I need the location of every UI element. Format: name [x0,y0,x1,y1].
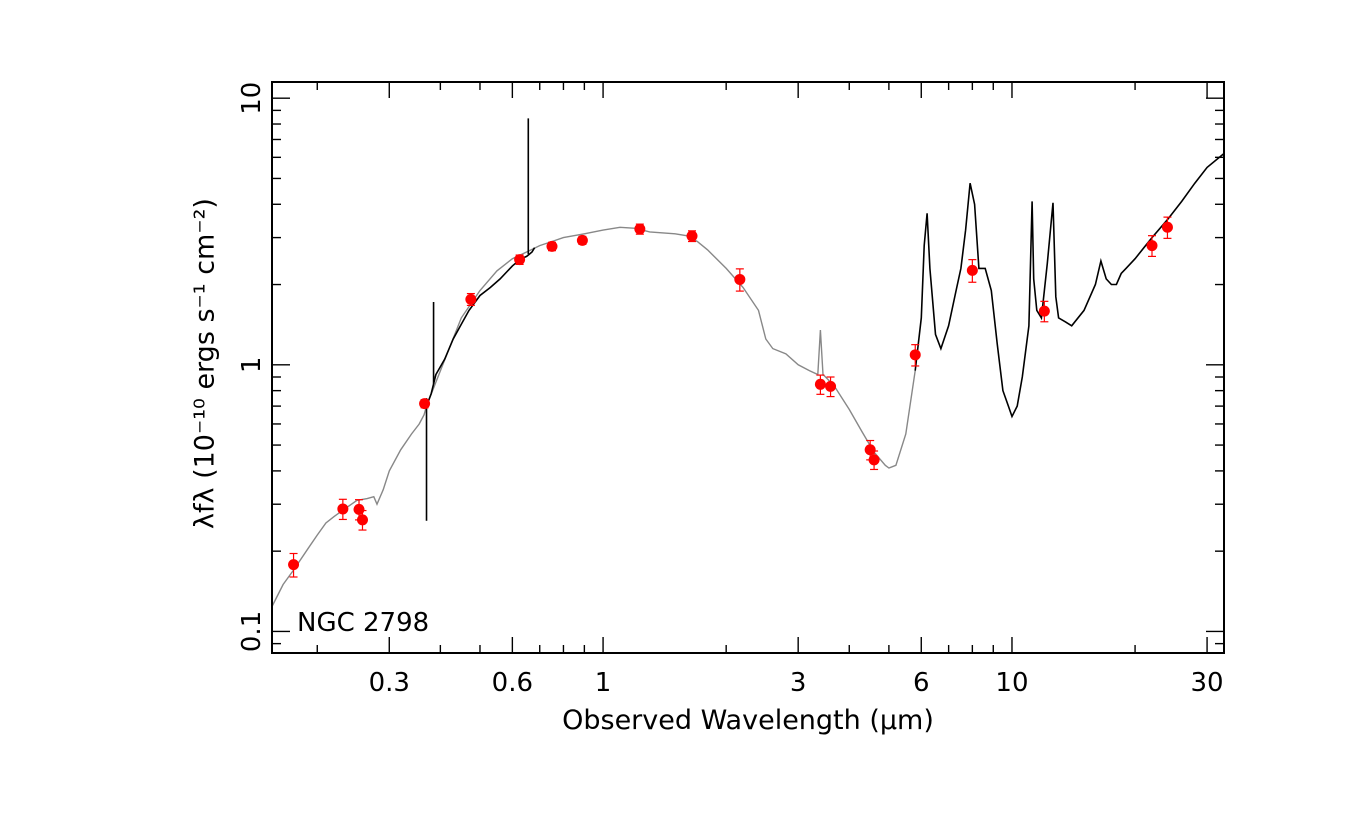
data-point [868,454,880,466]
axis-ticks [272,82,1224,653]
data-point [356,514,368,526]
data-point [1146,240,1158,252]
data-point [353,503,365,515]
data-point [634,223,646,235]
x-tick-label: 0.3 [369,668,410,698]
data-point [966,264,978,276]
y-tick-label: 0.1 [237,611,267,652]
infrared-spectrum-line [914,152,1225,419]
x-tick-label: 3 [790,668,807,698]
data-point [337,503,349,515]
x-tick-label: 10 [995,668,1028,698]
data-point [1038,305,1050,317]
data-point [546,240,558,252]
data-point [686,230,698,242]
model-spectrum-layer [271,226,916,607]
data-point [514,254,526,266]
data-point [814,378,826,390]
x-axis-title: Observed Wavelength (μm) [562,705,934,736]
x-tick-label: 30 [1191,668,1224,698]
data-point [734,273,746,285]
data-point [288,559,300,571]
data-point [1161,221,1173,233]
observed-spectrum-line [425,247,536,407]
data-point [825,380,837,392]
x-tick-label: 0.6 [492,668,533,698]
object-name-label: NGC 2798 [297,608,429,638]
x-tick-label: 1 [595,668,612,698]
data-point [576,234,588,246]
photometry-layer [288,216,1173,578]
x-tick-label: 6 [913,668,930,698]
data-point [864,444,876,456]
irs-spectrum-layer [914,152,1225,419]
data-point [465,293,477,305]
model-spectrum-line [271,226,916,607]
y-tick-label: 1 [237,357,267,374]
y-axis-title: λfλ (10⁻¹⁰ ergs s⁻¹ cm⁻²) [190,198,221,529]
y-tick-labels: 0.1 1 10 [237,82,267,652]
plot-frame [271,81,1225,654]
observed-spectrum-layer [425,118,536,521]
y-tick-label: 10 [237,82,267,115]
data-point [909,349,921,361]
x-tick-labels: 0.3 0.6 1 3 6 10 30 [369,668,1224,698]
data-point [419,398,431,410]
